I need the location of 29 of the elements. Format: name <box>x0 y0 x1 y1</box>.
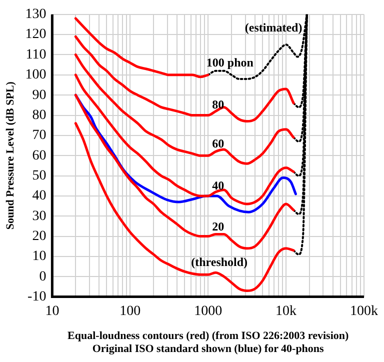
y-tick-label: 90 <box>32 88 46 103</box>
annotation: 80 <box>212 97 224 112</box>
y-tick-label: 120 <box>25 27 46 42</box>
x-tick-label: 10 <box>45 304 60 319</box>
x-tick-label: 100k <box>350 304 378 319</box>
x-tick-label: 100 <box>120 304 141 319</box>
y-tick-label: 110 <box>26 47 46 62</box>
y-tick-label: -10 <box>28 289 46 304</box>
annotation: 100 phon <box>206 56 254 70</box>
y-tick-label: 40 <box>32 188 46 204</box>
y-tick-label: 130 <box>25 7 46 22</box>
y-tick-label: 30 <box>32 208 46 224</box>
annotation: 20 <box>212 219 224 234</box>
y-tick-label: 100 <box>25 68 46 83</box>
y-tick-label: 50 <box>32 168 46 184</box>
annotation: 40 <box>212 178 224 192</box>
x-axis-title: Equal-loudness contours (red) (from ISO 226:2003 revision) Original ISO standard shown (blue) for 40-phons <box>68 330 349 356</box>
y-tick-label: 0 <box>39 269 46 284</box>
annotation: (threshold) <box>191 255 248 270</box>
y-tick-label: 20 <box>32 228 46 244</box>
y-tick-label: 80 <box>32 108 46 123</box>
x-tick-label: 1000 <box>194 304 222 319</box>
annotation: 60 <box>212 136 224 150</box>
y-tick-label: 60 <box>32 148 46 164</box>
annotation: (estimated) <box>244 20 302 35</box>
y-tick-label: 10 <box>32 249 46 264</box>
y-tick-label: 70 <box>32 128 46 144</box>
y-axis-title: Sound Pressure Level (dB SPL) <box>4 81 16 230</box>
x-tick-label: 10k <box>276 304 297 319</box>
